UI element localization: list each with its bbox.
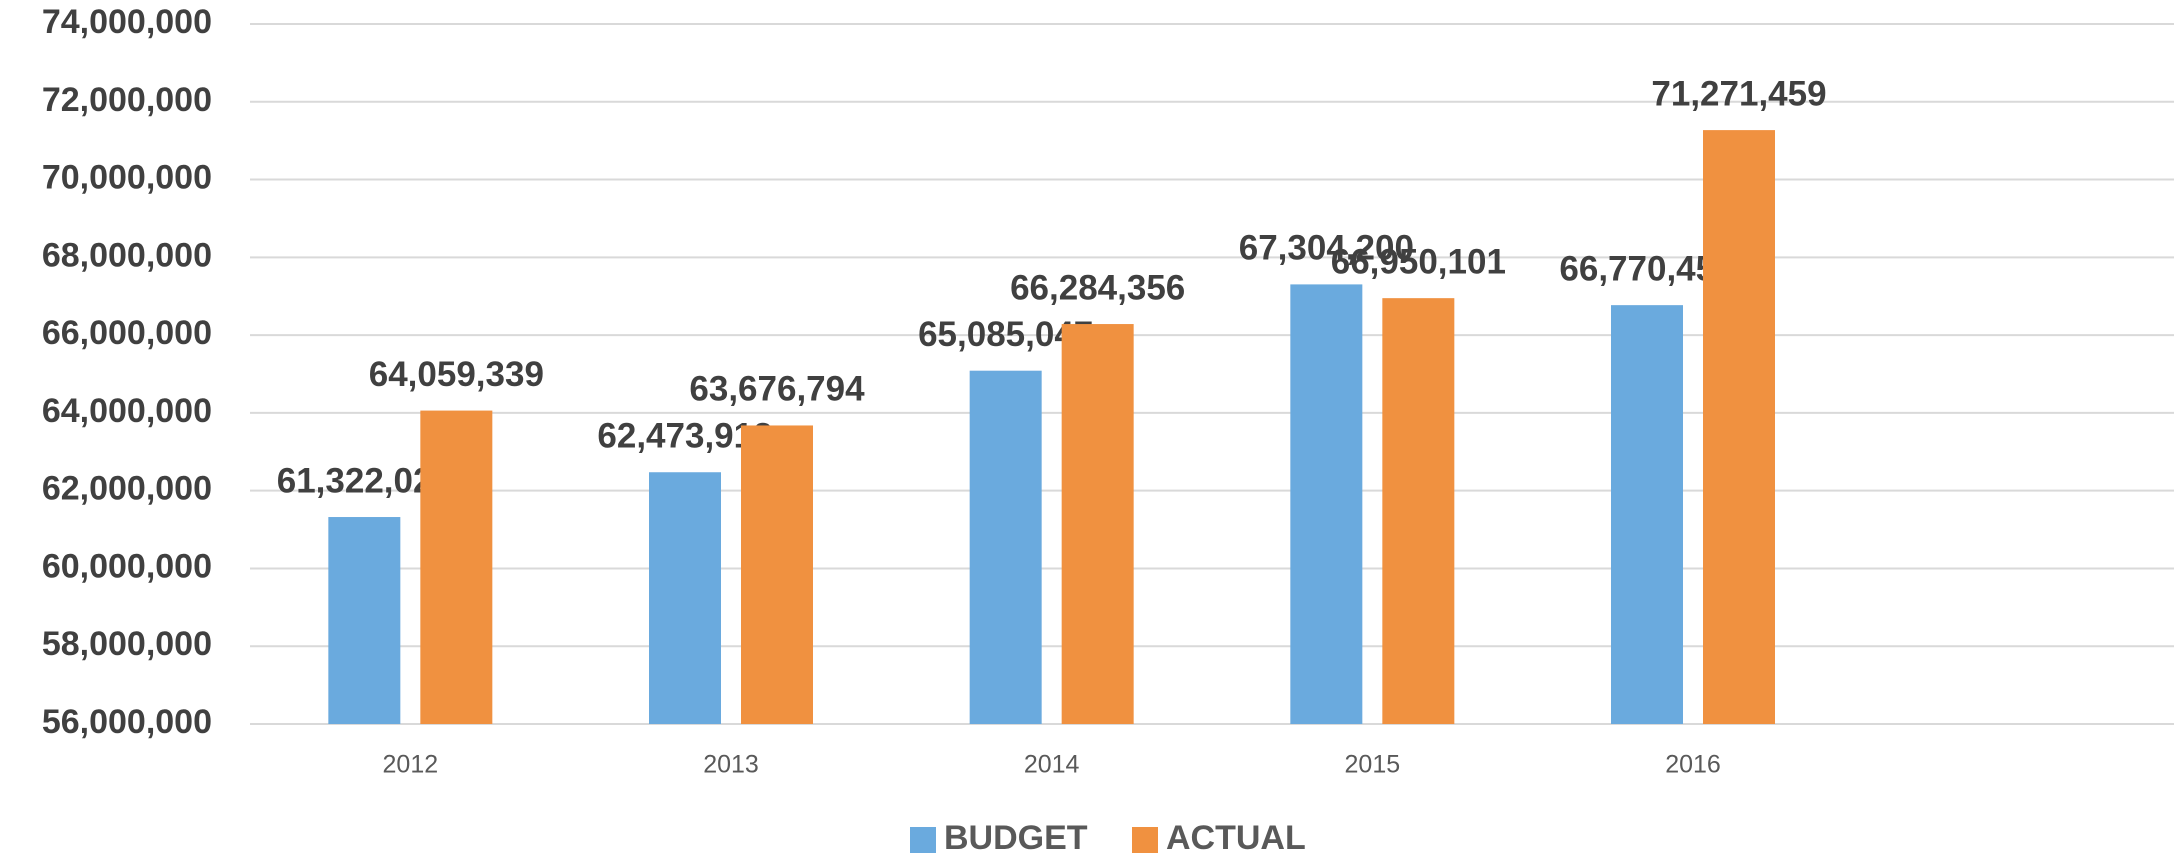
- y-tick-label: 64,000,000: [42, 392, 212, 430]
- legend-label: BUDGET: [944, 819, 1088, 857]
- legend-label: ACTUAL: [1166, 819, 1306, 857]
- bar: [1061, 324, 1134, 724]
- x-tick-label: 2013: [703, 751, 759, 779]
- y-tick-label: 56,000,000: [42, 703, 212, 741]
- x-tick-label: 2012: [383, 751, 439, 779]
- legend-swatch: [910, 827, 936, 853]
- y-tick-label: 68,000,000: [42, 236, 212, 274]
- value-label: 64,059,339: [369, 355, 544, 394]
- bar: [649, 472, 721, 724]
- y-tick-label: 74,000,000: [42, 3, 212, 41]
- value-label: 63,676,794: [689, 370, 865, 409]
- bar: [1382, 298, 1455, 724]
- value-label: 71,271,459: [1651, 74, 1826, 113]
- bar: [1703, 130, 1775, 724]
- bar: [328, 517, 401, 724]
- y-tick-label: 70,000,000: [42, 159, 212, 197]
- x-tick-label: 2014: [1024, 751, 1080, 779]
- bar: [1611, 305, 1683, 724]
- x-tick-label: 2016: [1665, 751, 1721, 779]
- bar: [420, 410, 493, 724]
- legend-swatch: [1132, 827, 1158, 853]
- bar: [969, 370, 1042, 724]
- value-label: 66,950,101: [1331, 242, 1506, 281]
- value-label: 67,304,200: [1239, 229, 1414, 268]
- y-tick-label: 60,000,000: [42, 547, 212, 585]
- bar: [1290, 284, 1363, 724]
- y-tick-label: 72,000,000: [42, 81, 212, 119]
- x-tick-label: 2015: [1345, 751, 1401, 779]
- value-label: 66,284,356: [1010, 268, 1185, 307]
- bar: [741, 425, 813, 724]
- y-tick-label: 66,000,000: [42, 314, 212, 352]
- y-tick-label: 62,000,000: [42, 470, 212, 508]
- y-tick-label: 58,000,000: [42, 625, 212, 663]
